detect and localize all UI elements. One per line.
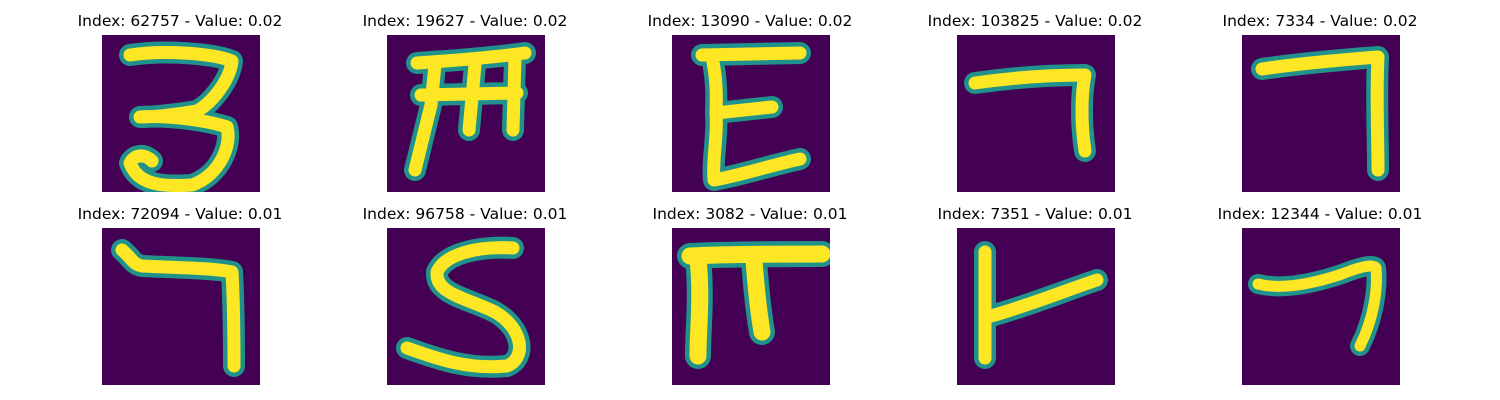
glyph-image	[1242, 35, 1400, 192]
panel: Index: 3082 - Value: 0.01	[635, 193, 865, 385]
glyph-image	[387, 228, 545, 385]
panel: Index: 12344 - Value: 0.01	[1205, 193, 1435, 385]
panel: Index: 13090 - Value: 0.02	[635, 0, 865, 192]
panel-title: Index: 12344 - Value: 0.01	[1217, 205, 1423, 223]
glyph-image	[387, 35, 545, 192]
panel-title: Index: 96758 - Value: 0.01	[362, 205, 568, 223]
glyph-image	[102, 35, 260, 192]
panel-title: Index: 62757 - Value: 0.02	[77, 12, 283, 30]
panel-title: Index: 72094 - Value: 0.01	[77, 205, 283, 223]
glyph-image	[672, 228, 830, 385]
panel-title: Index: 7334 - Value: 0.02	[1222, 12, 1418, 30]
panel: Index: 62757 - Value: 0.02	[65, 0, 295, 192]
panel: Index: 7351 - Value: 0.01	[920, 193, 1150, 385]
panel: Index: 103825 - Value: 0.02	[920, 0, 1150, 192]
panel-title: Index: 13090 - Value: 0.02	[647, 12, 853, 30]
glyph-image	[1242, 228, 1400, 385]
panel: Index: 7334 - Value: 0.02	[1205, 0, 1435, 192]
glyph-image	[957, 35, 1115, 192]
panel: Index: 19627 - Value: 0.02	[350, 0, 580, 192]
panel: Index: 96758 - Value: 0.01	[350, 193, 580, 385]
panel: Index: 72094 - Value: 0.01	[65, 193, 295, 385]
panel-title: Index: 103825 - Value: 0.02	[927, 12, 1143, 30]
panel-title: Index: 19627 - Value: 0.02	[362, 12, 568, 30]
glyph-image	[672, 35, 830, 192]
panel-title: Index: 3082 - Value: 0.01	[652, 205, 848, 223]
panel-title: Index: 7351 - Value: 0.01	[937, 205, 1133, 223]
glyph-image	[957, 228, 1115, 385]
glyph-image	[102, 228, 260, 385]
